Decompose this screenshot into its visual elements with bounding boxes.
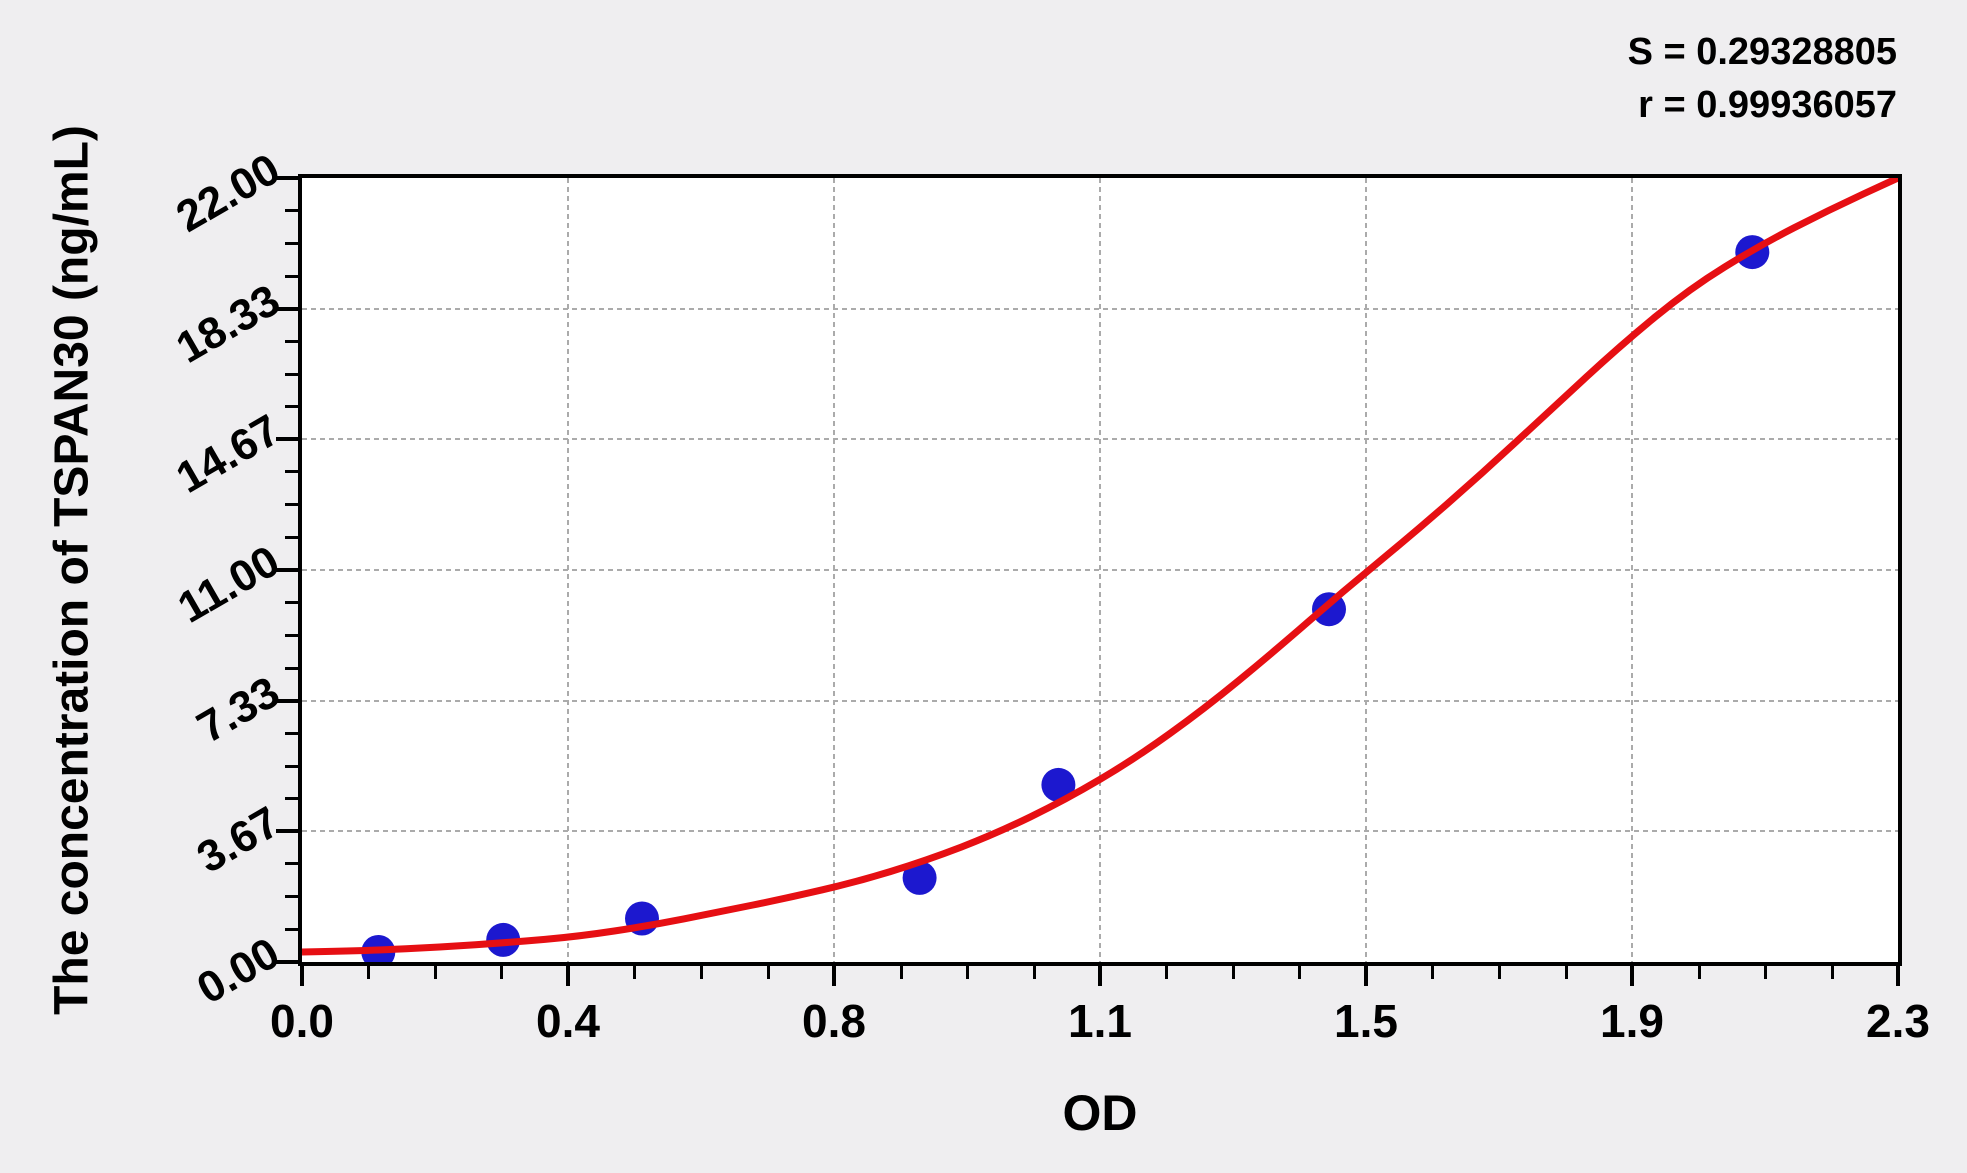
y-tick-label: 18.33 [168,275,288,373]
x-tick-label: 0.4 [535,995,600,1047]
x-major-tick [1363,966,1368,986]
x-minor-tick [700,966,703,979]
y-minor-tick [285,241,298,245]
y-minor-tick [285,405,298,409]
y-minor-tick [285,372,298,376]
x-minor-tick [1498,966,1501,979]
x-minor-tick [1298,966,1302,979]
y-minor-tick [285,209,298,213]
y-minor-tick [285,797,298,801]
x-minor-tick [1231,966,1235,979]
y-minor-tick [285,535,298,539]
x-tick-label: 0.8 [802,995,866,1047]
x-minor-tick [433,966,437,979]
y-minor-tick [285,895,298,899]
y-tick-label: 22.00 [168,144,288,242]
gridline-horizontal [302,438,1898,441]
x-major-tick [1630,966,1635,986]
x-minor-tick [1697,966,1701,979]
x-major-tick [300,966,304,986]
x-minor-tick [1431,966,1435,979]
gridline-horizontal [302,307,1898,310]
x-minor-tick [1764,966,1767,979]
chart-canvas [302,178,1898,962]
y-major-tick [276,568,298,572]
y-minor-tick [285,339,298,343]
x-axis-title: OD [1062,1085,1138,1141]
y-major-tick [276,306,298,311]
y-minor-tick [285,764,298,768]
x-tick-label: 0.0 [270,995,334,1047]
gridline-horizontal [302,699,1898,702]
fit-statistics: S = 0.29328805 r = 0.99936057 [1628,26,1897,132]
y-major-tick [276,176,298,180]
x-minor-tick [766,966,770,979]
x-major-tick [1098,966,1102,986]
stat-s-value: S = 0.29328805 [1627,31,1897,73]
x-minor-tick [367,966,371,979]
y-minor-tick [285,633,298,637]
fitted-curve [302,178,1898,956]
gridline-horizontal [302,830,1898,833]
x-minor-tick [1830,966,1834,979]
x-minor-tick [1032,966,1036,979]
y-minor-tick [285,731,298,735]
x-major-tick [1896,966,1900,986]
y-major-tick [276,698,298,703]
y-minor-tick [285,927,298,931]
y-axis-title: The concentration of TSPAN30 (ng/mL) [45,125,99,1015]
x-minor-tick [633,966,637,979]
y-minor-tick [285,601,298,605]
x-minor-tick [966,966,969,979]
y-tick-label: 7.33 [189,667,288,753]
gridline-horizontal [302,569,1898,571]
y-minor-tick [285,862,298,866]
x-tick-label: 1.9 [1600,995,1664,1047]
plot-area [302,178,1898,962]
y-tick-label: 11.00 [170,536,288,633]
x-minor-tick [1564,966,1568,979]
x-tick-label: 1.1 [1068,995,1132,1047]
x-minor-tick [500,966,504,979]
x-tick-label: 1.5 [1333,995,1398,1047]
y-minor-tick [285,470,298,474]
y-minor-tick [285,666,298,670]
x-minor-tick [1165,966,1169,979]
y-minor-tick [285,503,298,507]
data-point [902,860,937,895]
y-tick-label: 14.67 [168,405,288,504]
stat-r-value: r = 0.99936057 [1638,84,1897,126]
x-major-tick [832,966,837,986]
y-major-tick [276,437,298,442]
y-major-tick [276,960,298,964]
y-major-tick [276,829,298,834]
data-point [1041,767,1076,802]
y-tick-label: 3.67 [189,797,288,883]
x-major-tick [565,966,570,986]
y-minor-tick [285,274,298,278]
x-tick-label: 2.3 [1866,995,1930,1047]
x-minor-tick [899,966,903,979]
